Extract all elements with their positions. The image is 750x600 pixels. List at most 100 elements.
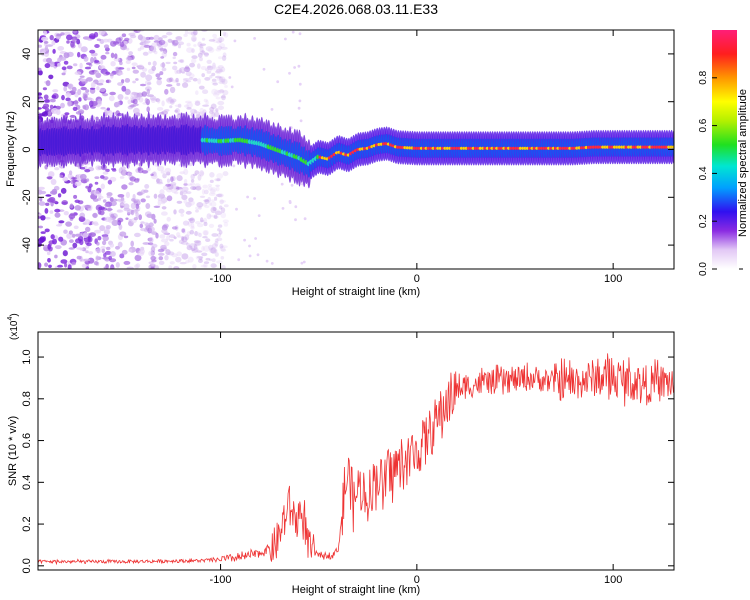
heatmap-blob: [219, 243, 224, 249]
heatmap-blob: [151, 243, 158, 248]
heatmap-blob: [103, 44, 110, 49]
heatmap-blob: [80, 86, 87, 91]
heatmap-blob: [193, 30, 198, 36]
heatmap-blob: [68, 213, 76, 220]
heatmap-blob: [194, 109, 198, 114]
heatmap-blob: [99, 65, 104, 70]
y-tick-label: 0.8: [21, 391, 33, 406]
heatmap-blob: [203, 221, 208, 227]
heatmap-blob: [192, 186, 197, 190]
heatmap-blob: [60, 259, 68, 264]
heatmap-blob: [186, 191, 192, 195]
x-tick-label: -100: [210, 273, 232, 285]
heatmap-blob: [94, 229, 102, 234]
heatmap-blob: [214, 178, 221, 182]
heatmap-blob: [131, 91, 138, 96]
heatmap-blob: [100, 183, 106, 190]
heatmap-blob: [172, 56, 176, 60]
heatmap-blob: [181, 186, 189, 192]
heatmap-blob: [161, 35, 168, 39]
heatmap-blob: [45, 80, 51, 87]
heatmap-blob: [140, 71, 147, 78]
heatmap-blob: [68, 247, 75, 250]
heatmap-blob: [38, 213, 42, 217]
colorbar-ticks: 0.0 0.2 0.4 0.6 0.8: [698, 70, 743, 276]
heatmap-blob: [126, 67, 131, 72]
heatmap-blob: [51, 188, 58, 195]
heatmap-blob: [192, 77, 198, 82]
heatmap-blob: [192, 37, 197, 42]
heatmap-blob: [205, 99, 209, 106]
heatmap-blob: [233, 39, 237, 43]
heatmap-blob: [123, 235, 129, 239]
colorbar: 0.0 0.2 0.4 0.6 0.8 Normalized spectral ampl…: [698, 30, 749, 276]
heatmap-blob: [73, 194, 78, 199]
heatmap-blob: [190, 179, 195, 183]
heatmap-blob: [55, 245, 62, 250]
heatmap-blob: [187, 200, 195, 206]
heatmap-blob: [131, 66, 136, 70]
heatmap-blob: [215, 68, 222, 73]
heatmap-blob: [80, 166, 86, 170]
y-tick-label: 40: [21, 48, 33, 60]
heatmap-blob: [190, 31, 197, 37]
heatmap-blob: [165, 61, 171, 65]
heatmap-blob: [294, 205, 298, 209]
heatmap-blob: [96, 82, 104, 86]
heatmap-blob: [88, 251, 94, 255]
heatmap-blob: [166, 216, 171, 222]
heatmap-blob: [102, 199, 107, 203]
heatmap-blob: [98, 206, 105, 210]
heatmap-blob: [179, 59, 185, 64]
heatmap-blob: [217, 232, 222, 238]
heatmap-blob: [218, 76, 226, 83]
heatmap-blob: [74, 71, 82, 76]
heatmap-blob: [151, 261, 155, 267]
heatmap-blob: [298, 32, 302, 36]
heatmap-blob: [147, 61, 152, 66]
heatmap-marks: [38, 30, 674, 269]
heatmap-blob: [128, 182, 134, 186]
heatmap-blob: [137, 64, 144, 69]
heatmap-blob: [119, 253, 125, 259]
heatmap-blob: [58, 236, 64, 242]
heatmap-blob: [214, 252, 219, 257]
heatmap-blob: [165, 97, 172, 103]
heatmap-blob: [192, 173, 197, 177]
heatmap-blob: [116, 101, 121, 107]
heatmap-blob: [125, 191, 130, 199]
heatmap-blob: [100, 246, 106, 249]
heatmap-blob: [217, 100, 225, 106]
heatmap-blob: [186, 47, 194, 53]
heatmap-blob: [158, 111, 165, 115]
heatmap-blob: [130, 202, 136, 209]
heatmap-blob: [161, 51, 167, 58]
heatmap-blob: [262, 67, 266, 71]
heatmap-blob: [140, 198, 146, 203]
heatmap-blob: [210, 103, 217, 110]
heatmap-blob: [243, 238, 247, 242]
heatmap-blob: [44, 107, 50, 111]
heatmap-blob: [166, 178, 171, 183]
heatmap-blob: [161, 206, 167, 210]
heatmap-blob: [205, 257, 211, 261]
heatmap-blob: [79, 62, 83, 69]
heatmap-blob: [209, 247, 216, 254]
heatmap-blob: [254, 237, 257, 240]
heatmap-blob: [161, 211, 168, 216]
heatmap-blob: [182, 220, 190, 226]
heatmap-blob: [57, 62, 61, 67]
heatmap-blob: [167, 38, 173, 43]
heatmap-blob: [175, 77, 179, 83]
heatmap-blob: [93, 261, 99, 266]
heatmap-blob: [208, 47, 215, 53]
heatmap-blob: [60, 32, 65, 36]
heatmap-blob: [102, 93, 109, 97]
heatmap-blob: [179, 261, 187, 265]
heatmap-blob: [77, 88, 82, 96]
heatmap-blob: [90, 56, 94, 64]
heatmap-blob: [202, 89, 209, 94]
heatmap-blob: [200, 264, 207, 268]
heatmap-blob: [46, 44, 53, 47]
heatmap-blob: [186, 242, 190, 246]
